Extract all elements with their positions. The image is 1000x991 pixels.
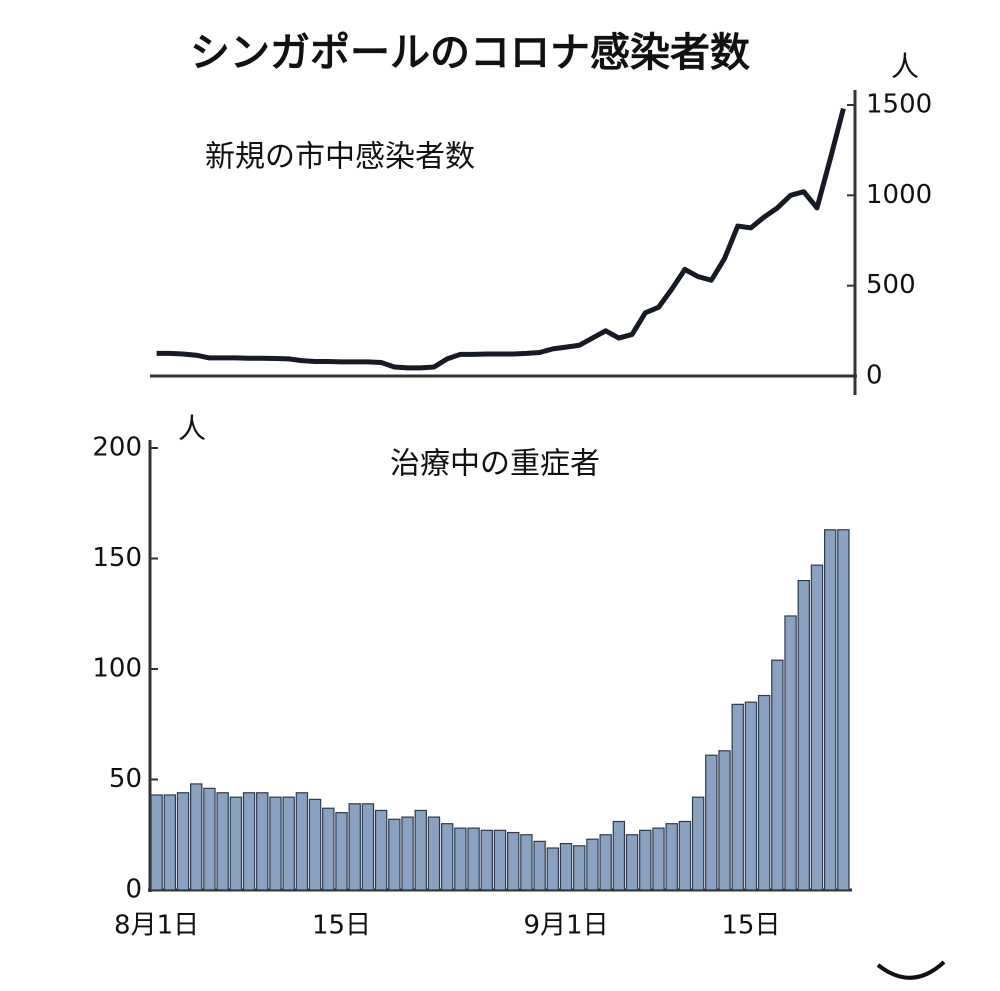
bar — [837, 529, 850, 891]
y-tick-label: 200 — [92, 433, 142, 463]
bar — [203, 787, 216, 891]
bar — [705, 754, 718, 891]
bar — [507, 831, 520, 891]
bar — [520, 834, 533, 891]
panel-title: 治療中の重症者 — [390, 447, 600, 482]
bar — [190, 783, 203, 891]
bar — [467, 827, 480, 891]
bar — [559, 842, 573, 891]
bar — [322, 807, 335, 891]
bar — [176, 792, 190, 891]
bar — [665, 823, 678, 891]
y-tick-label: 150 — [92, 543, 142, 573]
bar — [533, 840, 546, 891]
bar — [625, 834, 639, 891]
decoration — [876, 960, 946, 980]
bar — [282, 796, 295, 891]
bar — [691, 796, 705, 891]
bar — [335, 812, 348, 891]
bar — [256, 792, 269, 891]
bar — [388, 818, 401, 891]
bar — [810, 564, 824, 891]
bar — [586, 838, 599, 891]
bar — [731, 703, 744, 891]
y-tick-label: 100 — [92, 654, 142, 684]
bar — [612, 820, 626, 891]
bar — [348, 803, 361, 891]
panel-title: 新規の市中感染者数 — [205, 140, 475, 175]
bar — [652, 827, 665, 891]
bar — [678, 820, 692, 891]
x-tick-label: 9月1日 — [523, 911, 608, 941]
y-tick-label: 1000 — [866, 180, 932, 210]
y-tick-label: 500 — [866, 270, 916, 300]
y-unit: 人 — [891, 50, 919, 83]
bar — [308, 798, 322, 891]
bar — [414, 809, 427, 891]
bar — [639, 829, 652, 891]
bar — [718, 750, 731, 891]
y-tick-label: 0 — [125, 875, 142, 905]
bar — [454, 827, 467, 891]
bar — [361, 803, 375, 891]
bar — [744, 701, 758, 891]
bar — [493, 829, 507, 891]
bar — [427, 816, 441, 891]
y-tick-label: 50 — [109, 764, 142, 794]
line — [156, 107, 846, 371]
bar — [269, 796, 282, 891]
x-tick-label: 8月1日 — [114, 911, 199, 941]
bar — [150, 794, 163, 891]
bar — [784, 615, 797, 891]
bar — [823, 529, 837, 891]
x-tick-label: 15日 — [312, 911, 371, 941]
bar — [216, 792, 229, 891]
chart-title: シンガポールのコロナ感染者数 — [190, 30, 750, 76]
y-tick-label: 1500 — [866, 90, 932, 120]
bar — [242, 792, 256, 891]
bar — [401, 816, 414, 891]
bar — [163, 794, 177, 891]
bar — [573, 845, 586, 891]
bar — [771, 659, 784, 891]
bar — [440, 823, 454, 891]
bar — [229, 796, 243, 891]
y-unit: 人 — [178, 412, 206, 445]
bar — [295, 792, 309, 891]
bar — [546, 847, 560, 891]
y-tick-label: 0 — [866, 361, 883, 391]
bar — [757, 694, 771, 891]
bar — [599, 834, 612, 891]
bar — [480, 829, 493, 891]
bar — [797, 579, 810, 891]
bar — [374, 809, 388, 891]
x-tick-label: 15日 — [721, 911, 780, 941]
